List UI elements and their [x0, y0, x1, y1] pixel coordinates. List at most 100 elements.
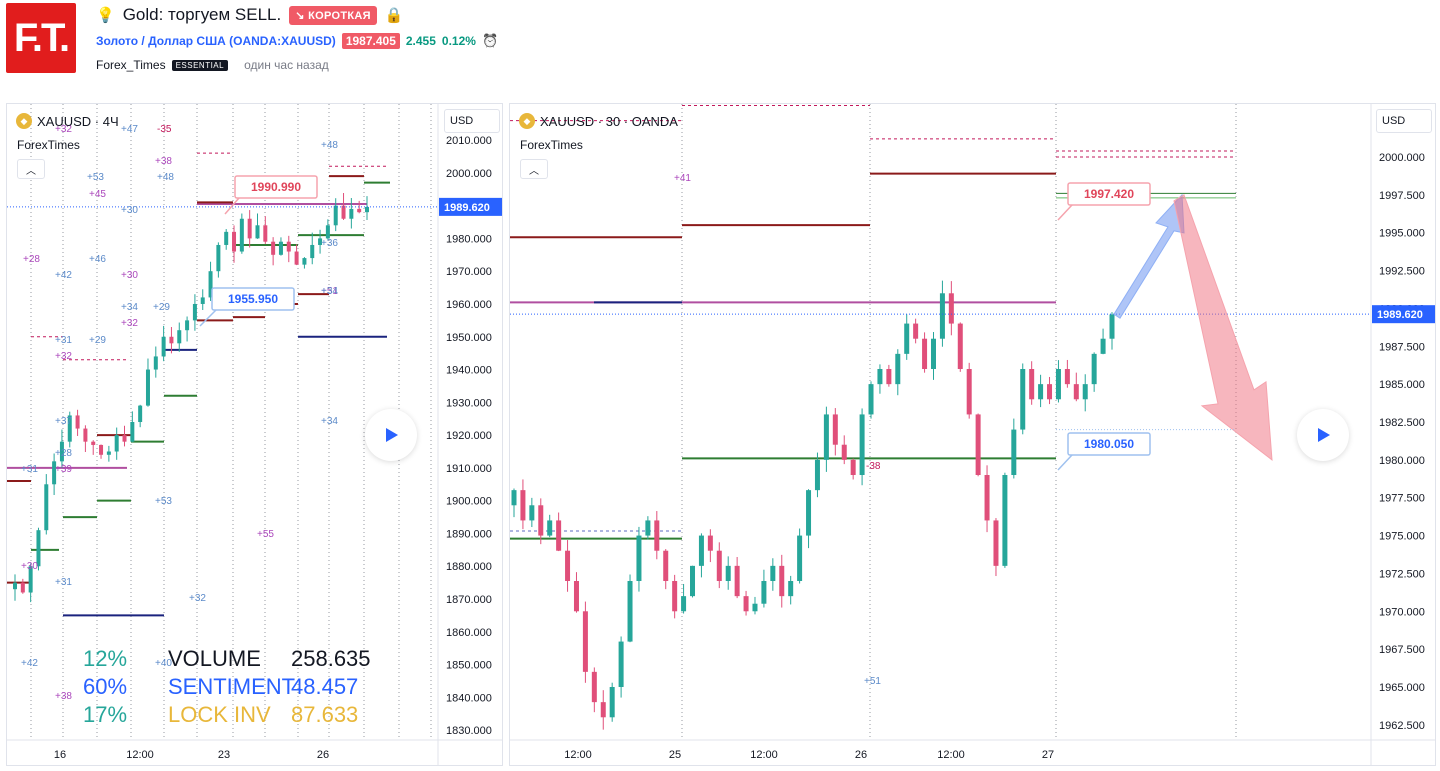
stat-value: 48.457 [291, 674, 359, 699]
price-tick-label: 1890.000 [446, 528, 492, 540]
time-tick-label: 12:00 [750, 749, 778, 761]
level-label: +41 [674, 173, 691, 184]
candle-body [922, 338, 928, 369]
time-tick-label: 12:00 [564, 749, 592, 761]
candle-body [770, 565, 776, 581]
right-chart-svg[interactable]: 2002.5002000.0001997.5001995.0001992.500… [510, 104, 1436, 766]
idea-title: Gold: торгуем SELL. [122, 5, 282, 24]
author-row: Forex_Times ESSENTIAL один час назад [96, 56, 329, 74]
stat-value: 87.633 [291, 702, 359, 727]
candle-body [814, 459, 820, 491]
candle-body [672, 581, 678, 612]
candle-body [895, 353, 901, 385]
candle-body [948, 293, 954, 324]
level-label: +28 [55, 448, 72, 459]
lightbulb-icon: 💡 [96, 7, 115, 24]
left-title-text: XAUUSD · 4Ч [37, 113, 119, 129]
candle-body [600, 702, 606, 718]
last-price-badge [1372, 305, 1435, 324]
candle-body [145, 369, 150, 406]
candle-body [707, 535, 713, 551]
price-tick-label: 1970.000 [1379, 606, 1425, 618]
price-callout-pointer [224, 197, 240, 215]
candle-body [904, 323, 910, 354]
symbol-link[interactable]: Золото / Доллар США (OANDA:XAUUSD) [96, 34, 336, 48]
candle-body [591, 671, 597, 703]
level-label: +51 [321, 286, 338, 297]
right-chart-panel[interactable]: 2002.5002000.0001997.5001995.0001992.500… [509, 103, 1436, 766]
candle-body [913, 323, 919, 339]
candle-body [271, 241, 276, 255]
level-label: +38 [55, 691, 72, 702]
play-icon [386, 428, 398, 442]
price-tick-label: 1985.000 [1379, 379, 1425, 391]
price-change-percent: 0.12% [441, 34, 476, 48]
level-label: +39 [55, 464, 72, 475]
candle-body [859, 414, 865, 475]
candle-body [993, 520, 999, 566]
left-currency-button[interactable]: USD [444, 109, 500, 133]
left-chart-panel[interactable]: 2010.0002000.0001990.0001980.0001970.000… [6, 103, 503, 766]
candle-body [645, 520, 651, 536]
right-play-button[interactable] [1297, 409, 1349, 461]
price-tick-label: 1900.000 [446, 496, 492, 508]
collapse-chevron-icon[interactable]: ︿ [520, 159, 548, 179]
level-label: +55 [257, 529, 274, 540]
candle-body [725, 565, 731, 581]
candle-body [752, 603, 758, 612]
symbol-code: (OANDA:XAUUSD) [229, 34, 336, 48]
candle-body [734, 565, 740, 597]
alarm-clock-icon[interactable]: ⏰ [481, 33, 499, 48]
left-play-button[interactable] [365, 409, 417, 461]
level-label: +46 [89, 254, 106, 265]
price-tick-label: 1930.000 [446, 397, 492, 409]
candle-body [1020, 369, 1026, 430]
candle-body [1011, 429, 1017, 475]
candle-body [75, 415, 80, 429]
level-label: +53 [155, 496, 172, 507]
candle-body [573, 581, 579, 612]
candle-body [28, 566, 33, 593]
right-currency-button[interactable]: USD [1376, 109, 1432, 133]
candle-body [779, 565, 785, 597]
level-label: +32 [55, 124, 72, 135]
level-label: +42 [55, 270, 72, 281]
candle-body [1100, 338, 1106, 354]
collapse-chevron-icon[interactable]: ︿ [17, 159, 45, 179]
price-tick-label: 1940.000 [446, 365, 492, 377]
candle-body [302, 258, 307, 265]
level-label: +34 [321, 416, 338, 427]
candle-body [636, 535, 642, 581]
candle-body [91, 441, 96, 445]
right-chart-title: ◆ XAUUSD · 30 · OANDA [519, 113, 678, 129]
logo-text: F.T. [13, 15, 70, 60]
price-tick-label: 2010.000 [446, 135, 492, 147]
candle-body [208, 271, 213, 298]
left-chart-svg[interactable]: 2010.0002000.0001990.0001980.0001970.000… [7, 104, 503, 766]
logo[interactable]: F.T. [6, 3, 76, 73]
candle-body [1064, 369, 1070, 385]
candle-body [1029, 369, 1035, 400]
candle-body [1082, 384, 1088, 400]
level-label: +48 [321, 140, 338, 151]
candle-body [529, 505, 535, 521]
candle-body [939, 293, 945, 339]
level-label: +53 [87, 172, 104, 183]
price-tick-label: 1910.000 [446, 463, 492, 475]
candle-body [654, 520, 660, 551]
candle-body [161, 336, 166, 357]
candle-body [44, 484, 49, 531]
candle-body [975, 414, 981, 475]
price-callout-pointer [199, 309, 217, 327]
price-tick-label: 1967.500 [1379, 644, 1425, 656]
author-name[interactable]: Forex_Times [96, 58, 166, 72]
price-tick-label: 1982.500 [1379, 417, 1425, 429]
projection-up-arrow [1113, 193, 1185, 319]
projection-down-arrow [1173, 194, 1273, 461]
candle-body [984, 475, 990, 521]
candle-body [1091, 353, 1097, 385]
candle-body [698, 535, 704, 566]
stat-row: 60% SENTIMENT 48.457 [83, 673, 383, 701]
candle-body [582, 611, 588, 672]
time-tick-label: 16 [54, 749, 66, 761]
